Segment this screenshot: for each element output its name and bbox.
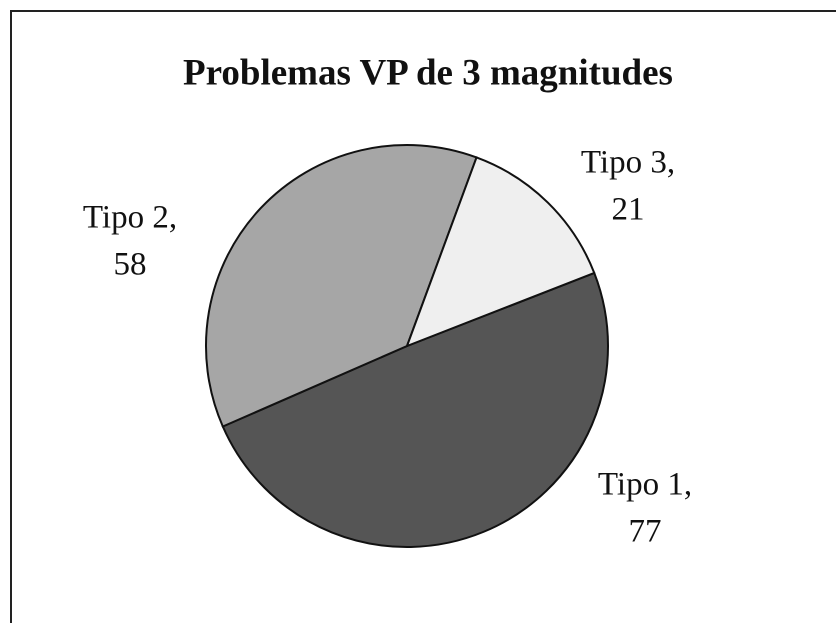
slice-value: 77: [629, 514, 662, 550]
slice-value: 58: [114, 247, 147, 283]
pie-slice: [221, 271, 609, 548]
pie-slice: [405, 156, 596, 348]
pie-slice: [205, 144, 478, 428]
slice-label: Tipo 2,: [83, 200, 177, 236]
slice-label: Tipo 3,: [581, 145, 675, 181]
slice-label: Tipo 1,: [598, 467, 692, 503]
chart-title: Problemas VP de 3 magnitudes: [183, 52, 673, 93]
slice-value: 21: [612, 192, 645, 228]
